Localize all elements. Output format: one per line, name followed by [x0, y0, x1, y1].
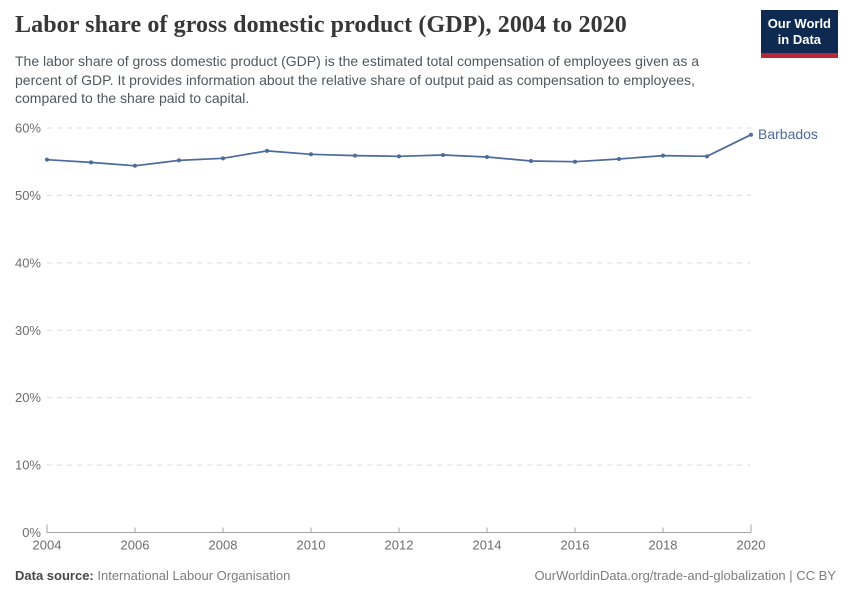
y-tick-label: 60% [15, 121, 41, 136]
data-point [265, 148, 269, 153]
data-point [485, 154, 489, 159]
data-point [397, 154, 401, 159]
y-tick-label: 40% [15, 255, 41, 270]
data-source-value: International Labour Organisation [97, 568, 291, 583]
data-line [46, 133, 752, 167]
data-source: Data source: International Labour Organi… [15, 568, 290, 583]
chart-subtitle-line: compared to the share paid to capital. [15, 90, 250, 107]
chart-subtitle: The labor share of gross domestic produc… [15, 52, 775, 108]
data-point [133, 163, 137, 168]
x-tick-label: 2016 [561, 538, 590, 553]
data-point [45, 157, 49, 162]
y-tick-label: 50% [15, 188, 41, 203]
y-tick-label: 10% [15, 458, 41, 473]
data-point [89, 160, 93, 165]
data-point [749, 132, 753, 137]
data-point [221, 156, 225, 161]
owid-logo-line2: in Data [777, 32, 822, 48]
chart-subtitle-line: The labor share of gross domestic produc… [15, 53, 700, 69]
chart-footer: Data source: International Labour Organi… [15, 568, 836, 583]
y-tick-label: 0% [22, 525, 41, 540]
x-tick-label: 2018 [649, 538, 678, 553]
y-tick-label: 30% [15, 323, 41, 338]
owid-logo-line1: Our World [767, 16, 831, 31]
data-point [705, 154, 709, 159]
x-tick-label: 2012 [385, 538, 414, 553]
x-tick-label: 2006 [121, 538, 150, 553]
data-point [353, 153, 357, 158]
x-tick-label: 2020 [737, 538, 766, 553]
data-point [661, 153, 665, 158]
data-point [529, 159, 533, 164]
x-tick-label: 2008 [209, 538, 238, 553]
chart-title: Labor share of gross domestic product (G… [15, 12, 627, 38]
data-point [441, 152, 445, 157]
owid-logo: Our World in Data [760, 10, 838, 58]
data-point [309, 152, 313, 157]
data-point [177, 158, 181, 163]
credit-line: OurWorldinData.org/trade-and-globalizati… [534, 568, 836, 583]
chart-subtitle-line: percent of GDP. It provides information … [15, 71, 695, 88]
x-tick-label: 2014 [473, 538, 502, 553]
x-tick-label: 2004 [33, 538, 62, 553]
data-point [617, 157, 621, 162]
x-tick-label: 2010 [297, 538, 326, 553]
data-source-label: Data source: [15, 568, 94, 583]
data-point [573, 159, 577, 164]
series-label: Barbados [758, 126, 818, 142]
line-chart-plot: 0% 10% 20% 30% 40% 50% 60% 2004 2006 2008 2010 2012… [15, 121, 818, 553]
y-tick-label: 20% [15, 390, 41, 405]
